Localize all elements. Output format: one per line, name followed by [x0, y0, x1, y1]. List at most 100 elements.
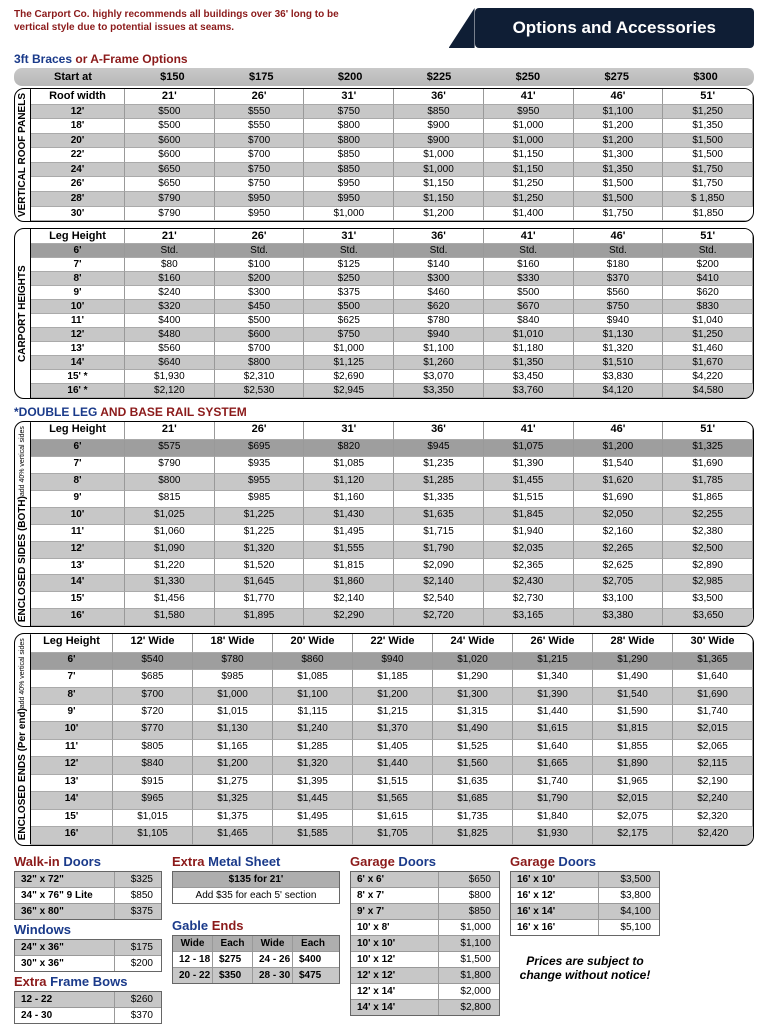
cell: $450 [215, 300, 305, 314]
braces-title: 3ft Braces or A-Frame Options [14, 52, 754, 66]
cell: $1,965 [593, 775, 673, 792]
cell: $1,490 [593, 670, 673, 687]
col-header: 31' [304, 422, 394, 440]
cell: $3,760 [484, 384, 574, 398]
cell: $1,615 [513, 722, 593, 739]
col-header: Roof width [31, 89, 125, 105]
col-header: 41' [484, 422, 574, 440]
cell: $1,390 [484, 457, 574, 474]
cell: $1,585 [273, 827, 353, 844]
cell: $1,735 [433, 810, 513, 827]
cell: 12' [31, 328, 125, 342]
cell: $805 [113, 740, 193, 757]
cell: $1,020 [433, 653, 513, 670]
cell: $1,300 [574, 148, 664, 163]
cell: $1,200 [394, 207, 484, 222]
cell: $300 [215, 286, 305, 300]
cell: $1,320 [273, 757, 353, 774]
cell: $1,125 [304, 356, 394, 370]
cell: $940 [394, 328, 484, 342]
cell: $3,380 [574, 609, 664, 626]
sheet-table: $135 for 21' Add $35 for each 5' section [172, 871, 340, 904]
cell: $800 [125, 474, 215, 491]
recommend-text: The Carport Co. highly recommends all bu… [14, 8, 354, 34]
cell: $830 [663, 300, 753, 314]
cell: $1,405 [353, 740, 433, 757]
cell: $1,620 [574, 474, 664, 491]
cell: $2,530 [215, 384, 305, 398]
cell: $1,640 [513, 740, 593, 757]
cell: $1,215 [353, 705, 433, 722]
cell: $1,180 [484, 342, 574, 356]
cell: 7' [31, 670, 113, 687]
cell: $790 [125, 192, 215, 207]
cell: $1,520 [215, 559, 305, 576]
cell: $750 [304, 328, 394, 342]
cell: $1,185 [353, 670, 433, 687]
cell: 14' [31, 575, 125, 592]
cell: $3,650 [663, 609, 753, 626]
cell: $1,015 [193, 705, 273, 722]
cell: $790 [125, 207, 215, 222]
cell: $950 [215, 192, 305, 207]
cell: $1,365 [673, 653, 753, 670]
cell: $2,035 [484, 542, 574, 559]
col-header: 21' [125, 89, 215, 105]
cell: $1,250 [663, 105, 753, 120]
cell: $800 [304, 134, 394, 149]
cell: $1,085 [273, 670, 353, 687]
cell: 10' [31, 508, 125, 525]
cell: $1,750 [663, 163, 753, 178]
cell: $560 [125, 342, 215, 356]
cell: $1,015 [113, 810, 193, 827]
cell: $1,220 [125, 559, 215, 576]
cell: $200 [663, 258, 753, 272]
side-label: CARPORT HEIGHTS [15, 229, 31, 398]
cell: $1,670 [663, 356, 753, 370]
cell: $1,275 [193, 775, 273, 792]
cell: 16' [31, 827, 113, 844]
cell: $1,455 [484, 474, 574, 491]
cell: $1,350 [484, 356, 574, 370]
cell: $1,150 [484, 163, 574, 178]
cell: 8' [31, 474, 125, 491]
cell: $1,400 [484, 207, 574, 222]
cell: $620 [394, 300, 484, 314]
cell: $2,890 [663, 559, 753, 576]
col-header: 21' [125, 229, 215, 244]
cell: $200 [215, 272, 305, 286]
cell: $1,200 [353, 688, 433, 705]
cell: $780 [394, 314, 484, 328]
cell: $1,740 [513, 775, 593, 792]
cell: $1,200 [574, 440, 664, 457]
cell: 12' [31, 542, 125, 559]
cell: $1,515 [353, 775, 433, 792]
cell: $2,730 [484, 592, 574, 609]
cell: 11' [31, 525, 125, 542]
cell: $1,750 [574, 207, 664, 222]
cell: $950 [304, 177, 394, 192]
cell: $500 [304, 300, 394, 314]
cell: 8' [31, 688, 113, 705]
cell: $1,890 [593, 757, 673, 774]
cell: $1,456 [125, 592, 215, 609]
cell: $1,000 [394, 148, 484, 163]
cell: $1,105 [113, 827, 193, 844]
cell: $4,580 [663, 384, 753, 398]
cell: $840 [484, 314, 574, 328]
cell: $935 [215, 457, 305, 474]
col-header: 26' [215, 229, 305, 244]
cell: 6' [31, 244, 125, 258]
cell: $1,215 [513, 653, 593, 670]
cell: $2,175 [593, 827, 673, 844]
cell: $1,525 [433, 740, 513, 757]
cell: $1,250 [484, 177, 574, 192]
cell: $320 [125, 300, 215, 314]
cell: $1,320 [215, 542, 305, 559]
cell: $3,165 [484, 609, 574, 626]
cell: $1,540 [593, 688, 673, 705]
cell: $1,510 [574, 356, 664, 370]
cell: $1,225 [215, 525, 305, 542]
cell: $180 [574, 258, 664, 272]
cell: $1,130 [193, 722, 273, 739]
